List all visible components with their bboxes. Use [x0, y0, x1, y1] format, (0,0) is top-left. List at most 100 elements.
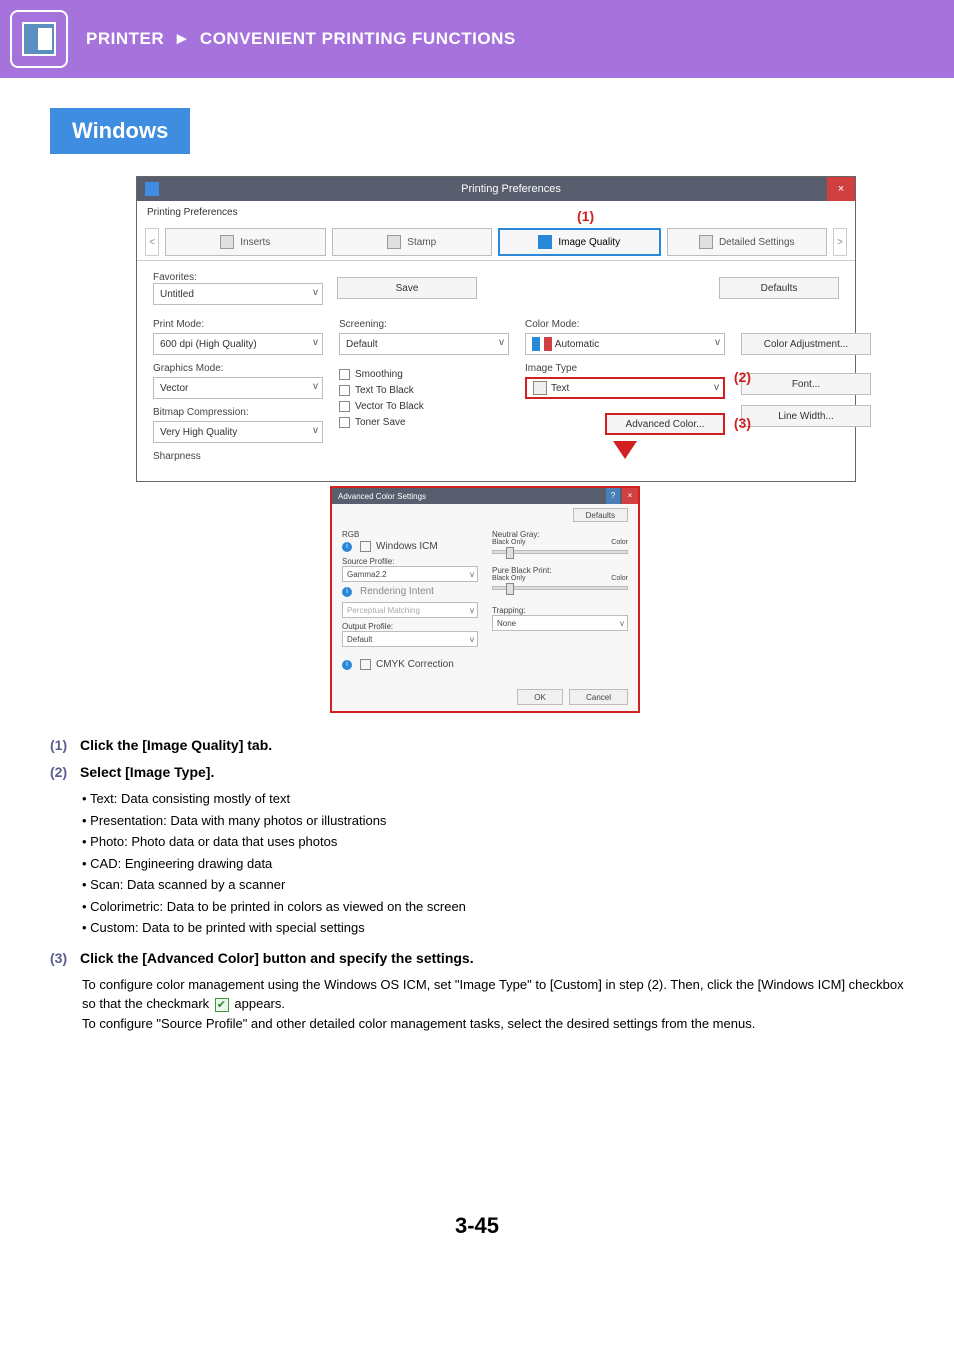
rendering-intent-label: iRendering Intent [342, 586, 478, 597]
list-item: CAD: Engineering drawing data [82, 854, 904, 874]
checkbox-box [360, 659, 371, 670]
text-to-black-checkbox[interactable]: Text To Black [339, 385, 509, 396]
line-width-button[interactable]: Line Width... [741, 405, 871, 427]
window-close-button[interactable]: × [827, 177, 855, 201]
color-adjustment-button[interactable]: Color Adjustment... [741, 333, 871, 355]
chevron-down-icon: v [313, 287, 318, 298]
neutral-gray-label: Neutral Gray: [492, 530, 628, 539]
advanced-color-button[interactable]: Advanced Color... [605, 413, 725, 435]
graphics-mode-select[interactable]: Vectorv [153, 377, 323, 399]
tab-image-quality[interactable]: Image Quality [498, 228, 661, 256]
tab-label: Detailed Settings [719, 237, 795, 248]
source-profile-select[interactable]: Gamma2.2v [342, 566, 478, 582]
trapping-select[interactable]: Nonev [492, 615, 628, 631]
smoothing-checkbox[interactable]: Smoothing [339, 369, 509, 380]
adv-color-label: Advanced Color... [626, 419, 705, 430]
print-mode-value: 600 dpi (High Quality) [160, 339, 257, 350]
vector-to-black-checkbox[interactable]: Vector To Black [339, 401, 509, 412]
crumb-right: CONVENIENT PRINTING FUNCTIONS [200, 29, 516, 48]
image-quality-icon [538, 235, 552, 249]
bitmap-select[interactable]: Very High Quality v [153, 421, 323, 443]
chevron-down-icon: v [470, 570, 474, 579]
pure-black-label: Pure Black Print: [492, 566, 628, 575]
rgb-group-label: RGB [342, 530, 478, 539]
page-icon [220, 235, 234, 249]
window-subtitle: Printing Preferences [137, 201, 855, 224]
win-icm-label: Windows ICM [376, 541, 438, 552]
page-number: 3-45 [50, 1213, 904, 1239]
save-button[interactable]: Save [337, 277, 477, 299]
cmyk-correction-checkbox[interactable]: i CMYK Correction [342, 659, 478, 670]
p3a-after: appears. [234, 996, 285, 1011]
tabs-scroll-right[interactable]: > [833, 228, 847, 256]
output-profile-select[interactable]: Defaultv [342, 631, 478, 647]
out-profile-value: Default [347, 635, 372, 644]
favorites-label: Favorites: [153, 272, 197, 283]
chevron-down-icon: v [313, 381, 318, 392]
font-label: Font... [792, 379, 820, 390]
p3a-before: To configure color management using the … [82, 977, 904, 1012]
chevron-down-icon: v [715, 337, 720, 348]
instructions: (1)Click the [Image Quality] tab. (2)Sel… [50, 735, 904, 1033]
breadcrumb: PRINTER ► CONVENIENT PRINTING FUNCTIONS [86, 29, 516, 49]
tab-inserts[interactable]: Inserts [165, 228, 326, 256]
checkbox-box [360, 541, 371, 552]
step-1-num: (1) [50, 735, 80, 756]
tab-detailed-settings[interactable]: Detailed Settings [667, 228, 828, 256]
t2b-label: Text To Black [355, 385, 414, 396]
windows-icm-checkbox[interactable]: i Windows ICM [342, 541, 478, 552]
list-item: Text: Data consisting mostly of text [82, 789, 904, 809]
print-mode-select[interactable]: 600 dpi (High Quality) v [153, 333, 323, 355]
mini-help-button[interactable]: ? [606, 488, 620, 504]
info-icon: i [342, 542, 352, 552]
color-adj-label: Color Adjustment... [764, 339, 848, 350]
mini-cancel-button[interactable]: Cancel [569, 689, 628, 705]
chevron-down-icon: v [714, 382, 719, 393]
wrench-icon [699, 235, 713, 249]
arrow-down-icon [613, 441, 637, 459]
stamp-icon [387, 235, 401, 249]
mini-close-button[interactable]: × [622, 488, 638, 504]
tabs-scroll-left[interactable]: < [145, 228, 159, 256]
defaults-button[interactable]: Defaults [719, 277, 839, 299]
chevron-down-icon: v [313, 337, 318, 348]
step-1-title: Click the [Image Quality] tab. [80, 735, 272, 756]
screening-select[interactable]: Defaultv [339, 333, 509, 355]
text-icon [533, 381, 547, 395]
tab-stamp[interactable]: Stamp [332, 228, 493, 256]
rendering-value: Perceptual Matching [347, 606, 420, 615]
out-profile-label: Output Profile: [342, 622, 478, 631]
mini-defaults-button[interactable]: Defaults [573, 508, 628, 522]
step-2-num: (2) [50, 762, 80, 783]
chevron-down-icon: v [313, 425, 318, 436]
slider-handle[interactable] [506, 583, 514, 595]
toner-save-checkbox[interactable]: Toner Save [339, 417, 509, 428]
checkbox-box [339, 401, 350, 412]
color-mode-select[interactable]: Automaticv [525, 333, 725, 355]
mini-ok-button[interactable]: OK [517, 689, 563, 705]
section-title: Windows [50, 108, 190, 154]
mini-titlebar: Advanced Color Settings ? × [332, 488, 638, 504]
slider-handle[interactable] [506, 547, 514, 559]
list-item: Presentation: Data with many photos or i… [82, 811, 904, 831]
step-3-body-a: To configure color management using the … [82, 975, 904, 1014]
neutral-gray-slider[interactable] [492, 550, 628, 554]
favorites-select[interactable]: Untitledv [153, 283, 323, 305]
mini-title: Advanced Color Settings [338, 492, 426, 501]
image-type-select[interactable]: Textv [525, 377, 725, 399]
sharpness-label: Sharpness [153, 451, 323, 462]
font-button[interactable]: Font... [741, 373, 871, 395]
bitmap-value: Very High Quality [160, 427, 237, 438]
info-icon: i [342, 660, 352, 670]
crumb-sep: ► [173, 29, 190, 48]
rendering-intent-select[interactable]: Perceptual Matchingv [342, 602, 478, 618]
pure-black-slider[interactable] [492, 586, 628, 590]
cmyk-label: CMYK Correction [376, 659, 454, 670]
step-3-title: Click the [Advanced Color] button and sp… [80, 948, 474, 969]
tab-label: Inserts [240, 237, 270, 248]
color-mode-label: Color Mode: [525, 319, 725, 330]
pbp-right: Color [611, 575, 628, 582]
ng-left: Black Only [492, 539, 525, 546]
image-type-label: Image Type [525, 363, 725, 374]
print-mode-label: Print Mode: [153, 319, 323, 330]
